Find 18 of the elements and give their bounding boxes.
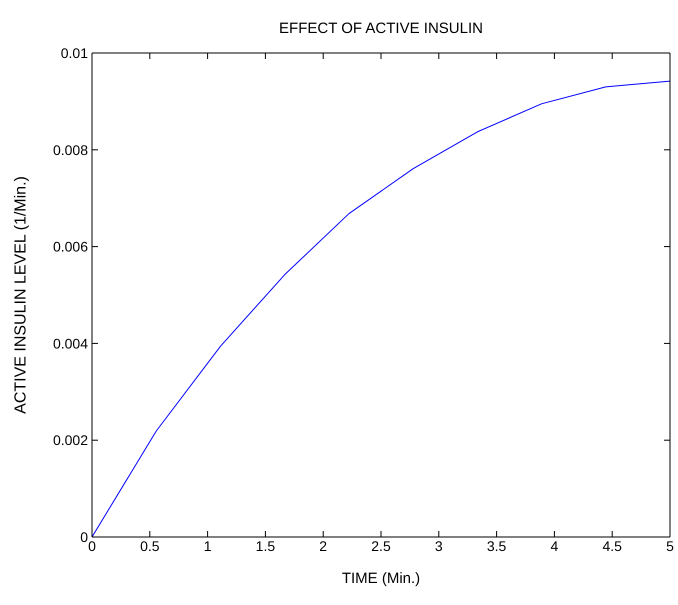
x-tick-label: 1 (204, 538, 212, 554)
x-tick-label: 4 (550, 538, 558, 554)
x-tick-label: 0.5 (140, 538, 160, 554)
y-tick-label: 0.006 (52, 238, 88, 255)
y-tick-label: 0.004 (52, 335, 88, 352)
y-tick-label: 0.002 (52, 432, 88, 448)
y-tick-label: 0.008 (52, 142, 88, 158)
x-tick-label: 3.5 (486, 538, 507, 554)
y-tick-label: 0.01 (60, 44, 88, 61)
y-axis-title: ACTIVE INSULIN LEVEL (1/Min.) (12, 176, 30, 414)
x-tick-label: 1.5 (256, 538, 276, 554)
x-tick-label: 3 (434, 538, 443, 554)
x-tick-label: 4.5 (602, 538, 622, 554)
x-axis-title: TIME (Min.) (342, 570, 420, 587)
x-tick-label: 5 (666, 538, 674, 554)
x-tick-label: 2.5 (371, 538, 391, 554)
x-tick-label: 2 (319, 538, 328, 554)
chart-title: EFFECT OF ACTIVE INSULIN (278, 20, 484, 37)
